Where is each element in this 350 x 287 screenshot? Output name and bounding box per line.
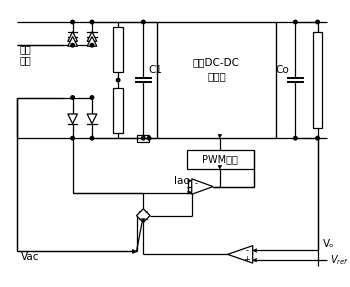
Polygon shape <box>68 32 77 41</box>
Circle shape <box>71 96 74 99</box>
Text: Vₒ: Vₒ <box>322 239 334 249</box>
Circle shape <box>71 136 74 140</box>
Circle shape <box>90 136 94 140</box>
Circle shape <box>147 136 151 140</box>
Circle shape <box>71 43 74 47</box>
Circle shape <box>117 78 120 82</box>
Polygon shape <box>136 209 150 222</box>
Polygon shape <box>133 249 136 253</box>
Bar <box>113 88 123 133</box>
Polygon shape <box>188 191 192 194</box>
Circle shape <box>71 20 74 24</box>
Polygon shape <box>141 218 145 222</box>
Text: +: + <box>244 255 250 264</box>
Bar <box>313 32 322 129</box>
Polygon shape <box>188 179 192 183</box>
Polygon shape <box>87 36 97 46</box>
Text: PWM模块: PWM模块 <box>202 154 238 164</box>
Polygon shape <box>228 246 253 263</box>
Circle shape <box>141 20 145 24</box>
Circle shape <box>294 20 297 24</box>
Circle shape <box>141 136 145 140</box>
Bar <box>138 135 149 142</box>
Polygon shape <box>87 32 97 41</box>
Polygon shape <box>68 114 77 124</box>
Circle shape <box>90 20 94 24</box>
Polygon shape <box>253 249 257 253</box>
Circle shape <box>294 136 297 140</box>
Text: C1: C1 <box>148 65 162 75</box>
Text: $V_{ref}$: $V_{ref}$ <box>330 253 349 267</box>
Polygon shape <box>218 165 222 169</box>
Text: 输入: 输入 <box>19 55 31 65</box>
Polygon shape <box>68 36 77 46</box>
Polygon shape <box>192 179 213 194</box>
Circle shape <box>90 43 94 47</box>
Bar <box>187 150 254 169</box>
Polygon shape <box>218 134 222 138</box>
Text: -: - <box>195 179 198 188</box>
Circle shape <box>316 136 319 140</box>
Text: 隔离DC-DC: 隔离DC-DC <box>193 58 240 68</box>
Polygon shape <box>133 249 136 253</box>
Polygon shape <box>87 114 97 124</box>
Polygon shape <box>253 258 257 262</box>
Text: -: - <box>245 246 248 255</box>
Bar <box>157 22 276 138</box>
Text: 转换器: 转换器 <box>207 71 226 81</box>
Circle shape <box>90 96 94 99</box>
Text: Vac: Vac <box>21 252 40 262</box>
Text: Iac: Iac <box>174 176 189 186</box>
Text: 交流: 交流 <box>19 44 31 54</box>
Circle shape <box>316 20 319 24</box>
Bar <box>113 27 123 72</box>
Text: Co: Co <box>275 65 289 75</box>
